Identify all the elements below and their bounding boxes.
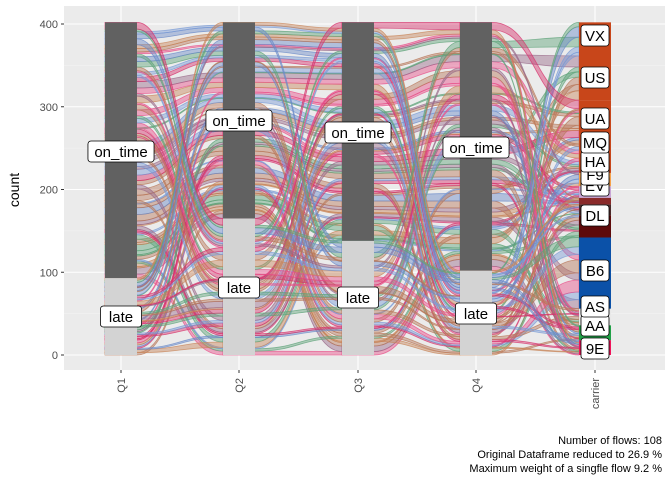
carrier-label-box <box>580 295 610 318</box>
caption: Number of flows: 108 Original Dataframe r… <box>469 435 662 475</box>
label-box <box>87 140 155 163</box>
carrier-label-box <box>580 204 610 227</box>
carrier-label: UA <box>585 111 606 128</box>
carrier-label: AS <box>585 299 605 316</box>
carrier-label: DL <box>585 208 604 225</box>
carrier-label-box <box>580 107 610 130</box>
stratum-label: on_time <box>331 125 384 142</box>
carrier-label-box <box>580 131 610 154</box>
flows <box>104 21 580 356</box>
flow-band <box>459 100 580 118</box>
label-box <box>442 136 510 159</box>
carrier-label-box <box>580 24 610 47</box>
caption-line: Maximum weight of a singfle flow 9.2 % <box>469 463 662 475</box>
stratum-label: on_time <box>212 113 265 130</box>
carrier-label: US <box>585 70 606 87</box>
y-tick-label: 400 <box>40 19 58 31</box>
caption-line: Original Dataframe reduced to 26.9 % <box>477 449 662 461</box>
stratum-label: late <box>109 309 133 326</box>
carrier-label-box <box>580 66 610 89</box>
y-tick-label: 300 <box>40 102 58 114</box>
y-axis-label: count <box>6 173 22 207</box>
stratum-label: late <box>346 290 370 307</box>
carrier-label-box <box>580 337 610 360</box>
stratum-label: late <box>464 306 488 323</box>
stratum-label: on_time <box>94 144 147 161</box>
y-axis: 0 100 200 300 400 <box>40 19 64 362</box>
caption-line: Number of flows: 108 <box>558 435 662 447</box>
carrier-label: AA <box>585 318 605 335</box>
label-box <box>454 302 497 325</box>
y-tick-label: 100 <box>40 267 58 279</box>
label-box <box>205 109 273 132</box>
stratum-label: on_time <box>449 140 502 157</box>
carrier-label: B6 <box>586 263 604 280</box>
x-axis: Q1 Q2 Q3 Q4 carrier <box>116 370 602 409</box>
label-box <box>217 276 260 299</box>
carrier-label: HA <box>585 154 606 171</box>
stratum-label: late <box>227 280 251 297</box>
carrier-stratum <box>579 197 611 205</box>
label-box <box>336 286 379 309</box>
carrier-label: MQ <box>583 135 607 152</box>
carrier-label: VX <box>585 28 605 45</box>
label-box <box>100 305 143 328</box>
x-tick-label: Q4 <box>471 378 483 393</box>
x-tick-label: carrier <box>590 378 602 410</box>
y-tick-label: 0 <box>52 350 58 362</box>
y-tick-label: 200 <box>40 185 58 197</box>
x-tick-label: Q2 <box>234 378 246 393</box>
x-tick-label: Q1 <box>116 378 128 393</box>
carrier-label: 9E <box>586 341 604 358</box>
carrier-label-box <box>580 259 610 282</box>
label-box <box>324 121 392 144</box>
x-tick-label: Q3 <box>353 378 365 393</box>
